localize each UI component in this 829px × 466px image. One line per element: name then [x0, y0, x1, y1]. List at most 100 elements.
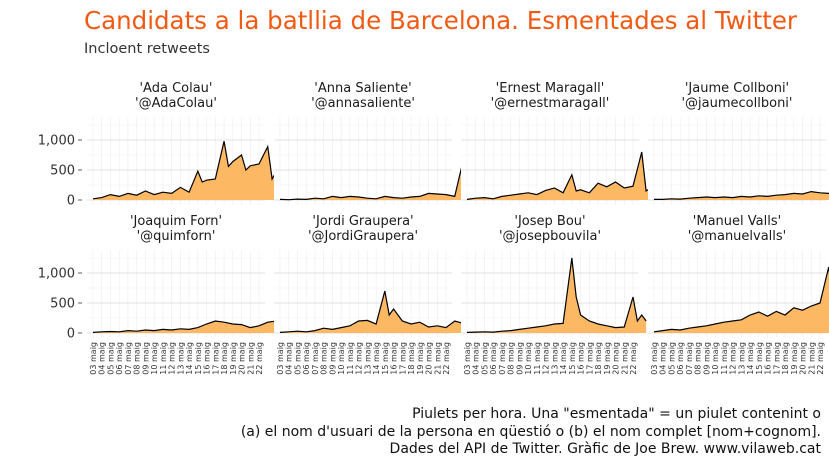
- caption-line-3: Dades del API de Twitter. Gràfic de Joe …: [389, 441, 821, 457]
- x-tick-label: 17 maig: [772, 342, 781, 375]
- x-tick-label: 19 maig: [603, 342, 612, 375]
- x-tick-label: 20 maig: [238, 342, 247, 375]
- x-tick-label: 04 maig: [98, 342, 107, 375]
- x-tick-label: 09 maig: [515, 342, 524, 375]
- panel-background: [461, 250, 639, 338]
- panel-title: 'Manuel Valls': [693, 214, 781, 229]
- panel-title: 'Ada Colau': [139, 81, 212, 96]
- panel-title: 'Ernest Maragall': [496, 81, 605, 96]
- x-tick-label: 16 maig: [390, 342, 399, 375]
- x-tick-label: 16 maig: [203, 342, 212, 375]
- x-tick-label: 22 maig: [255, 342, 264, 375]
- x-tick-label: 07 maig: [124, 342, 133, 375]
- x-tick-label: 10 maig: [150, 342, 159, 375]
- x-tick-label: 15 maig: [381, 342, 390, 375]
- panel-title: 'Josep Bou': [514, 214, 585, 229]
- x-tick-label: 12 maig: [729, 342, 738, 375]
- series-line: [654, 190, 829, 200]
- x-tick-label: 10 maig: [337, 342, 346, 375]
- x-tick-label: 19 maig: [416, 342, 425, 375]
- caption: Piulets per hora. Una "esmentada" = un p…: [241, 406, 821, 459]
- series-area: [467, 258, 647, 333]
- x-tick-label: 11 maig: [720, 342, 729, 375]
- caption-line-2: (a) el nom d'usuari de la persona en qüe…: [240, 423, 821, 440]
- x-tick-label: 20 maig: [425, 342, 434, 375]
- series-line: [92, 320, 282, 333]
- x-tick-label: 06 maig: [115, 342, 124, 375]
- panel-handle: '@quimforn': [137, 229, 216, 244]
- panel-background: [648, 117, 826, 205]
- x-tick-label: 19 maig: [790, 342, 799, 375]
- x-tick-label: 06 maig: [676, 342, 685, 375]
- panel-title: 'Jaume Collboni': [685, 81, 789, 96]
- x-tick-label: 18 maig: [781, 342, 790, 375]
- panel-handle: '@AdaColau': [135, 96, 217, 111]
- x-tick-label: 03 maig: [650, 342, 659, 375]
- x-tick-label: 14 maig: [559, 342, 568, 375]
- x-tick-label: 08 maig: [320, 342, 329, 375]
- series-line: [92, 141, 282, 200]
- x-tick-label: 05 maig: [106, 342, 115, 375]
- x-tick-label: 11 maig: [346, 342, 355, 375]
- x-tick-label: 09 maig: [328, 342, 337, 375]
- caption-line-1: Piulets per hora. Una "esmentada" = un p…: [412, 406, 821, 422]
- panel-background: [87, 250, 265, 338]
- x-tick-label: 17 maig: [211, 342, 220, 375]
- y-tick-label: 0: [67, 194, 75, 209]
- series-line: [279, 290, 469, 333]
- x-tick-label: 17 maig: [585, 342, 594, 375]
- x-tick-label: 17 maig: [398, 342, 407, 375]
- x-tick-label: 20 maig: [799, 342, 808, 375]
- chart-subtitle: Incloent retweets: [84, 41, 210, 57]
- x-tick-label: 08 maig: [694, 342, 703, 375]
- x-tick-label: 10 maig: [711, 342, 720, 375]
- x-tick-label: 19 maig: [229, 342, 238, 375]
- x-tick-label: 07 maig: [685, 342, 694, 375]
- panel-handle: '@ernestmaragall': [491, 96, 610, 111]
- x-tick-label: 12 maig: [355, 342, 364, 375]
- x-tick-label: 18 maig: [220, 342, 229, 375]
- x-tick-label: 22 maig: [442, 342, 451, 375]
- x-tick-label: 16 maig: [764, 342, 773, 375]
- x-tick-label: 05 maig: [480, 342, 489, 375]
- series-area: [280, 159, 468, 200]
- panel-handle: '@josepbouvila': [499, 229, 601, 244]
- x-tick-label: 16 maig: [577, 342, 586, 375]
- x-tick-label: 04 maig: [472, 342, 481, 375]
- panel-title: 'Joaquim Forn': [130, 214, 222, 229]
- x-tick-label: 06 maig: [302, 342, 311, 375]
- series-line: [466, 257, 647, 333]
- x-tick-label: 22 maig: [629, 342, 638, 375]
- x-tick-label: 15 maig: [194, 342, 203, 375]
- x-tick-label: 03 maig: [276, 342, 285, 375]
- x-tick-label: 15 maig: [755, 342, 764, 375]
- y-tick-label: 1,000: [38, 267, 75, 282]
- panel-handle: '@manuelvalls': [688, 229, 787, 244]
- x-tick-label: 12 maig: [542, 342, 551, 375]
- x-tick-label: 15 maig: [568, 342, 577, 375]
- series-area: [93, 321, 281, 333]
- series-area: [280, 291, 468, 333]
- x-tick-label: 12 maig: [168, 342, 177, 375]
- x-tick-label: 18 maig: [594, 342, 603, 375]
- x-tick-label: 07 maig: [498, 342, 507, 375]
- x-tick-label: 08 maig: [507, 342, 516, 375]
- x-tick-label: 22 maig: [816, 342, 825, 375]
- chart-title: Candidats a la batllia de Barcelona. Esm…: [84, 6, 797, 35]
- x-tick-label: 03 maig: [89, 342, 98, 375]
- x-tick-label: 13 maig: [737, 342, 746, 375]
- y-tick-label: 0: [67, 327, 75, 342]
- x-tick-label: 14 maig: [746, 342, 755, 375]
- x-tick-label: 03 maig: [463, 342, 472, 375]
- x-tick-label: 21 maig: [807, 342, 816, 375]
- series-area: [467, 152, 655, 200]
- series-line: [279, 159, 469, 201]
- x-tick-label: 06 maig: [489, 342, 498, 375]
- y-tick-label: 1,000: [38, 134, 75, 149]
- x-tick-label: 08 maig: [133, 342, 142, 375]
- x-tick-label: 04 maig: [285, 342, 294, 375]
- x-tick-label: 13 maig: [176, 342, 185, 375]
- panel-handle: '@jaumecollboni': [681, 96, 792, 111]
- x-tick-label: 14 maig: [372, 342, 381, 375]
- x-tick-label: 21 maig: [620, 342, 629, 375]
